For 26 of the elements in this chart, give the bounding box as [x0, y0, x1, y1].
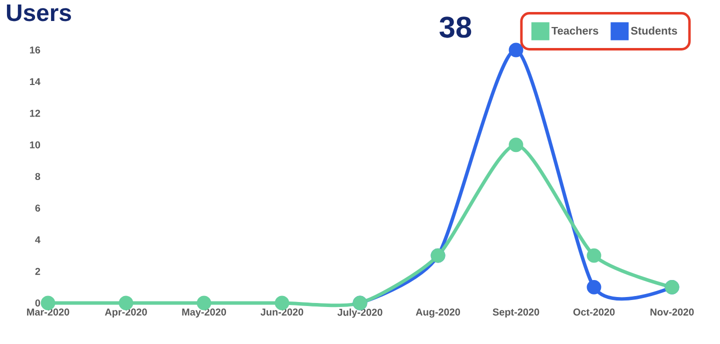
x-tick-label: Aug-2020 [416, 308, 460, 318]
y-tick-label: 0 [35, 299, 40, 307]
x-tick-label: May-2020 [182, 308, 226, 318]
y-tick-label: 6 [35, 204, 40, 212]
x-tick-label: Jun-2020 [260, 308, 304, 316]
x-tick-label: Nov-2020 [650, 308, 694, 316]
y-tick-label: 14 [30, 78, 40, 86]
y-tick-label: 12 [30, 110, 40, 117]
y-tick-label: 8 [35, 172, 40, 180]
x-tick-label: Oct-2020 [573, 308, 615, 316]
y-tick-label: 10 [30, 141, 40, 148]
point [508, 42, 524, 58]
x-tick-label: July-2020 [337, 308, 382, 318]
legend-label: Teachers [552, 26, 598, 35]
legend-label: Students [630, 26, 678, 35]
x-tick-label: Mar-2020 [27, 308, 70, 316]
point [508, 138, 524, 152]
point [586, 248, 602, 263]
y-tick-label: 2 [35, 268, 40, 275]
x-tick-label: Apr-2020 [104, 308, 147, 318]
point [586, 280, 602, 294]
text: 38 [440, 16, 472, 38]
y-tick-label: 4 [35, 236, 40, 244]
y-tick-label: 16 [30, 46, 40, 54]
x-tick-label: Sept-2020 [492, 308, 540, 318]
chart-title: Users [6, 4, 71, 22]
